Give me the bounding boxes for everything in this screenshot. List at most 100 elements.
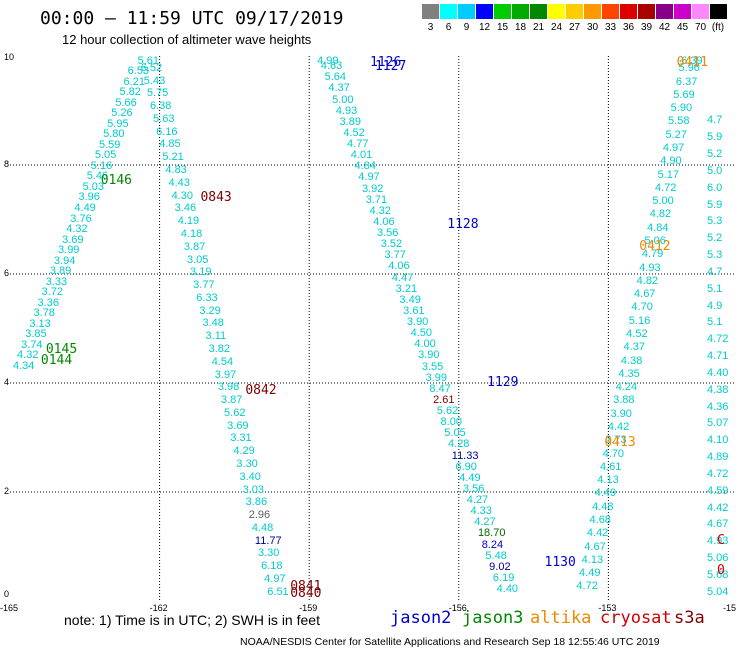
wave-height-value: 18.70	[477, 527, 506, 540]
wave-height-value: 4.93	[335, 104, 358, 117]
wave-height-value: 4.72	[576, 580, 598, 593]
wave-height-value: 3.55	[421, 360, 444, 373]
satellite-name-s3a: s3a	[674, 608, 705, 628]
wave-height-value: 5.2	[707, 232, 723, 245]
wave-height-value: 3.99	[425, 371, 447, 384]
wave-height-value: 4.13	[581, 553, 604, 566]
wave-height-value: 5.07	[707, 417, 729, 430]
wave-height-value: 4.24	[615, 381, 638, 394]
wave-height-value: 5.75	[146, 87, 169, 100]
wave-height-value: 4.67	[634, 288, 656, 301]
wave-height-value: 3.72	[41, 286, 64, 299]
pass-time-label: 0413	[604, 434, 636, 450]
wave-height-value: 3.89	[339, 115, 361, 128]
wave-height-value: 4.42	[586, 527, 609, 540]
wave-height-value: 3.49	[399, 293, 421, 306]
pass-time-label: 1128	[447, 216, 479, 232]
wave-height-value: 5.1	[707, 282, 723, 295]
legend-label: 39	[640, 22, 653, 33]
pass-time-label: 0145	[45, 342, 78, 358]
legend-label: 42	[658, 22, 671, 33]
legend-swatch	[494, 4, 511, 19]
pass-time-label: 0843	[200, 189, 232, 205]
wave-height-value: 5.05	[94, 149, 117, 162]
wave-height-value: 4.32	[66, 223, 88, 235]
wave-height-value: 3.03	[242, 483, 264, 496]
satellite-name-jason3: jason3	[462, 608, 524, 628]
satellite-name-altika: altika	[530, 608, 592, 628]
wave-height-value: 4.79	[641, 248, 664, 261]
wave-height-value: 8.24	[481, 538, 504, 551]
x-tick-label: -156	[448, 603, 467, 613]
wave-height-value: 6.90	[455, 460, 477, 473]
legend-swatch	[620, 4, 637, 19]
wave-height-value: 5.69	[673, 88, 695, 101]
wave-height-value: 4.37	[623, 341, 645, 354]
wave-height-value: 4.68	[589, 513, 611, 526]
wave-height-value: 6.51	[267, 585, 289, 598]
legend-swatch	[674, 4, 691, 19]
pass-time-label: 0411	[676, 55, 708, 70]
wave-height-value: 11.77	[254, 534, 282, 547]
wave-height-value: 3.56	[376, 227, 399, 240]
credit-line: NOAA/NESDIS Center for Satellite Applica…	[240, 636, 660, 648]
wave-height-value: 4.54	[211, 355, 234, 368]
wave-height-value: 3.99	[58, 244, 80, 257]
wave-height-value: 3.96	[78, 191, 100, 204]
wave-height-value: 4.38	[707, 383, 729, 396]
wave-height-value: 4.27	[466, 494, 489, 507]
wave-height-value: 4.84	[354, 160, 376, 173]
wave-height-value: 5.48	[485, 549, 507, 562]
wave-height-value: 3.21	[395, 282, 418, 295]
y-tick-label: 6	[4, 268, 10, 278]
wave-height-value: 5.58	[668, 115, 690, 128]
wave-height-value: 4.72	[707, 333, 729, 346]
wave-height-value: 9.02	[489, 560, 511, 573]
legend-label: 33	[604, 22, 617, 33]
legend-swatch	[422, 4, 439, 19]
legend-swatch	[692, 4, 709, 19]
wave-height-value: 4.36	[707, 400, 729, 413]
wave-height-value: 5.68	[707, 568, 729, 581]
wave-height-value: 5.80	[103, 128, 125, 141]
wave-height-value: 5.27	[665, 128, 687, 141]
wave-height-value: 6.52	[140, 61, 163, 74]
pass-time-label: 0144	[40, 353, 73, 369]
wave-height-value: 4.06	[388, 260, 410, 273]
wave-height-value: 3.31	[230, 432, 252, 445]
wave-height-value: 4.70	[602, 447, 625, 460]
legend-swatch	[440, 4, 457, 19]
wave-height-value: 5.16	[628, 314, 651, 327]
wave-height-value: 3.87	[183, 240, 206, 253]
legend-label: 24	[550, 22, 563, 33]
wave-height-value: 4.49	[579, 567, 601, 580]
wave-height-value: 3.40	[239, 470, 261, 483]
map-plot: -165 -162 -159 -156 -153 -15 0 2 4 6 8 10 6.53 6.21 5.…	[0, 52, 736, 613]
wave-height-value: 3.92	[362, 182, 384, 195]
wave-height-value: 8.47	[429, 382, 451, 395]
wave-height-value: 4.13	[597, 474, 619, 487]
wave-height-value: 4.72	[654, 181, 677, 194]
wave-height-value: 4.82	[636, 274, 659, 287]
wave-height-value: 5.04	[707, 585, 729, 598]
wave-height-value: 3.73	[605, 434, 627, 447]
pass-time-label: 0412	[639, 238, 671, 254]
wave-height-value: 3.46	[174, 202, 197, 215]
wave-height-value: 5.43	[143, 74, 166, 87]
wave-height-value: 3.05	[187, 253, 209, 266]
wave-height-value: 4.49	[594, 487, 617, 500]
legend-swatch	[566, 4, 583, 19]
wave-height-value: 4.70	[631, 301, 653, 314]
wave-height-value: 3.77	[193, 279, 215, 292]
wave-height-value: 6.18	[261, 560, 283, 573]
wave-height-value: 4.38	[620, 354, 643, 367]
wave-height-value: 3.69	[227, 419, 249, 432]
legend-label: 36	[622, 22, 635, 33]
wave-height-value: 5.61	[137, 55, 160, 67]
wave-height-value: 4.7	[707, 265, 723, 278]
wave-height-value: 5.06	[644, 234, 666, 247]
legend-swatch	[638, 4, 655, 19]
wave-height-value: 4.29	[233, 445, 255, 458]
wave-height-value: 4.84	[647, 221, 669, 234]
pass-time-label: 0840	[290, 586, 322, 601]
